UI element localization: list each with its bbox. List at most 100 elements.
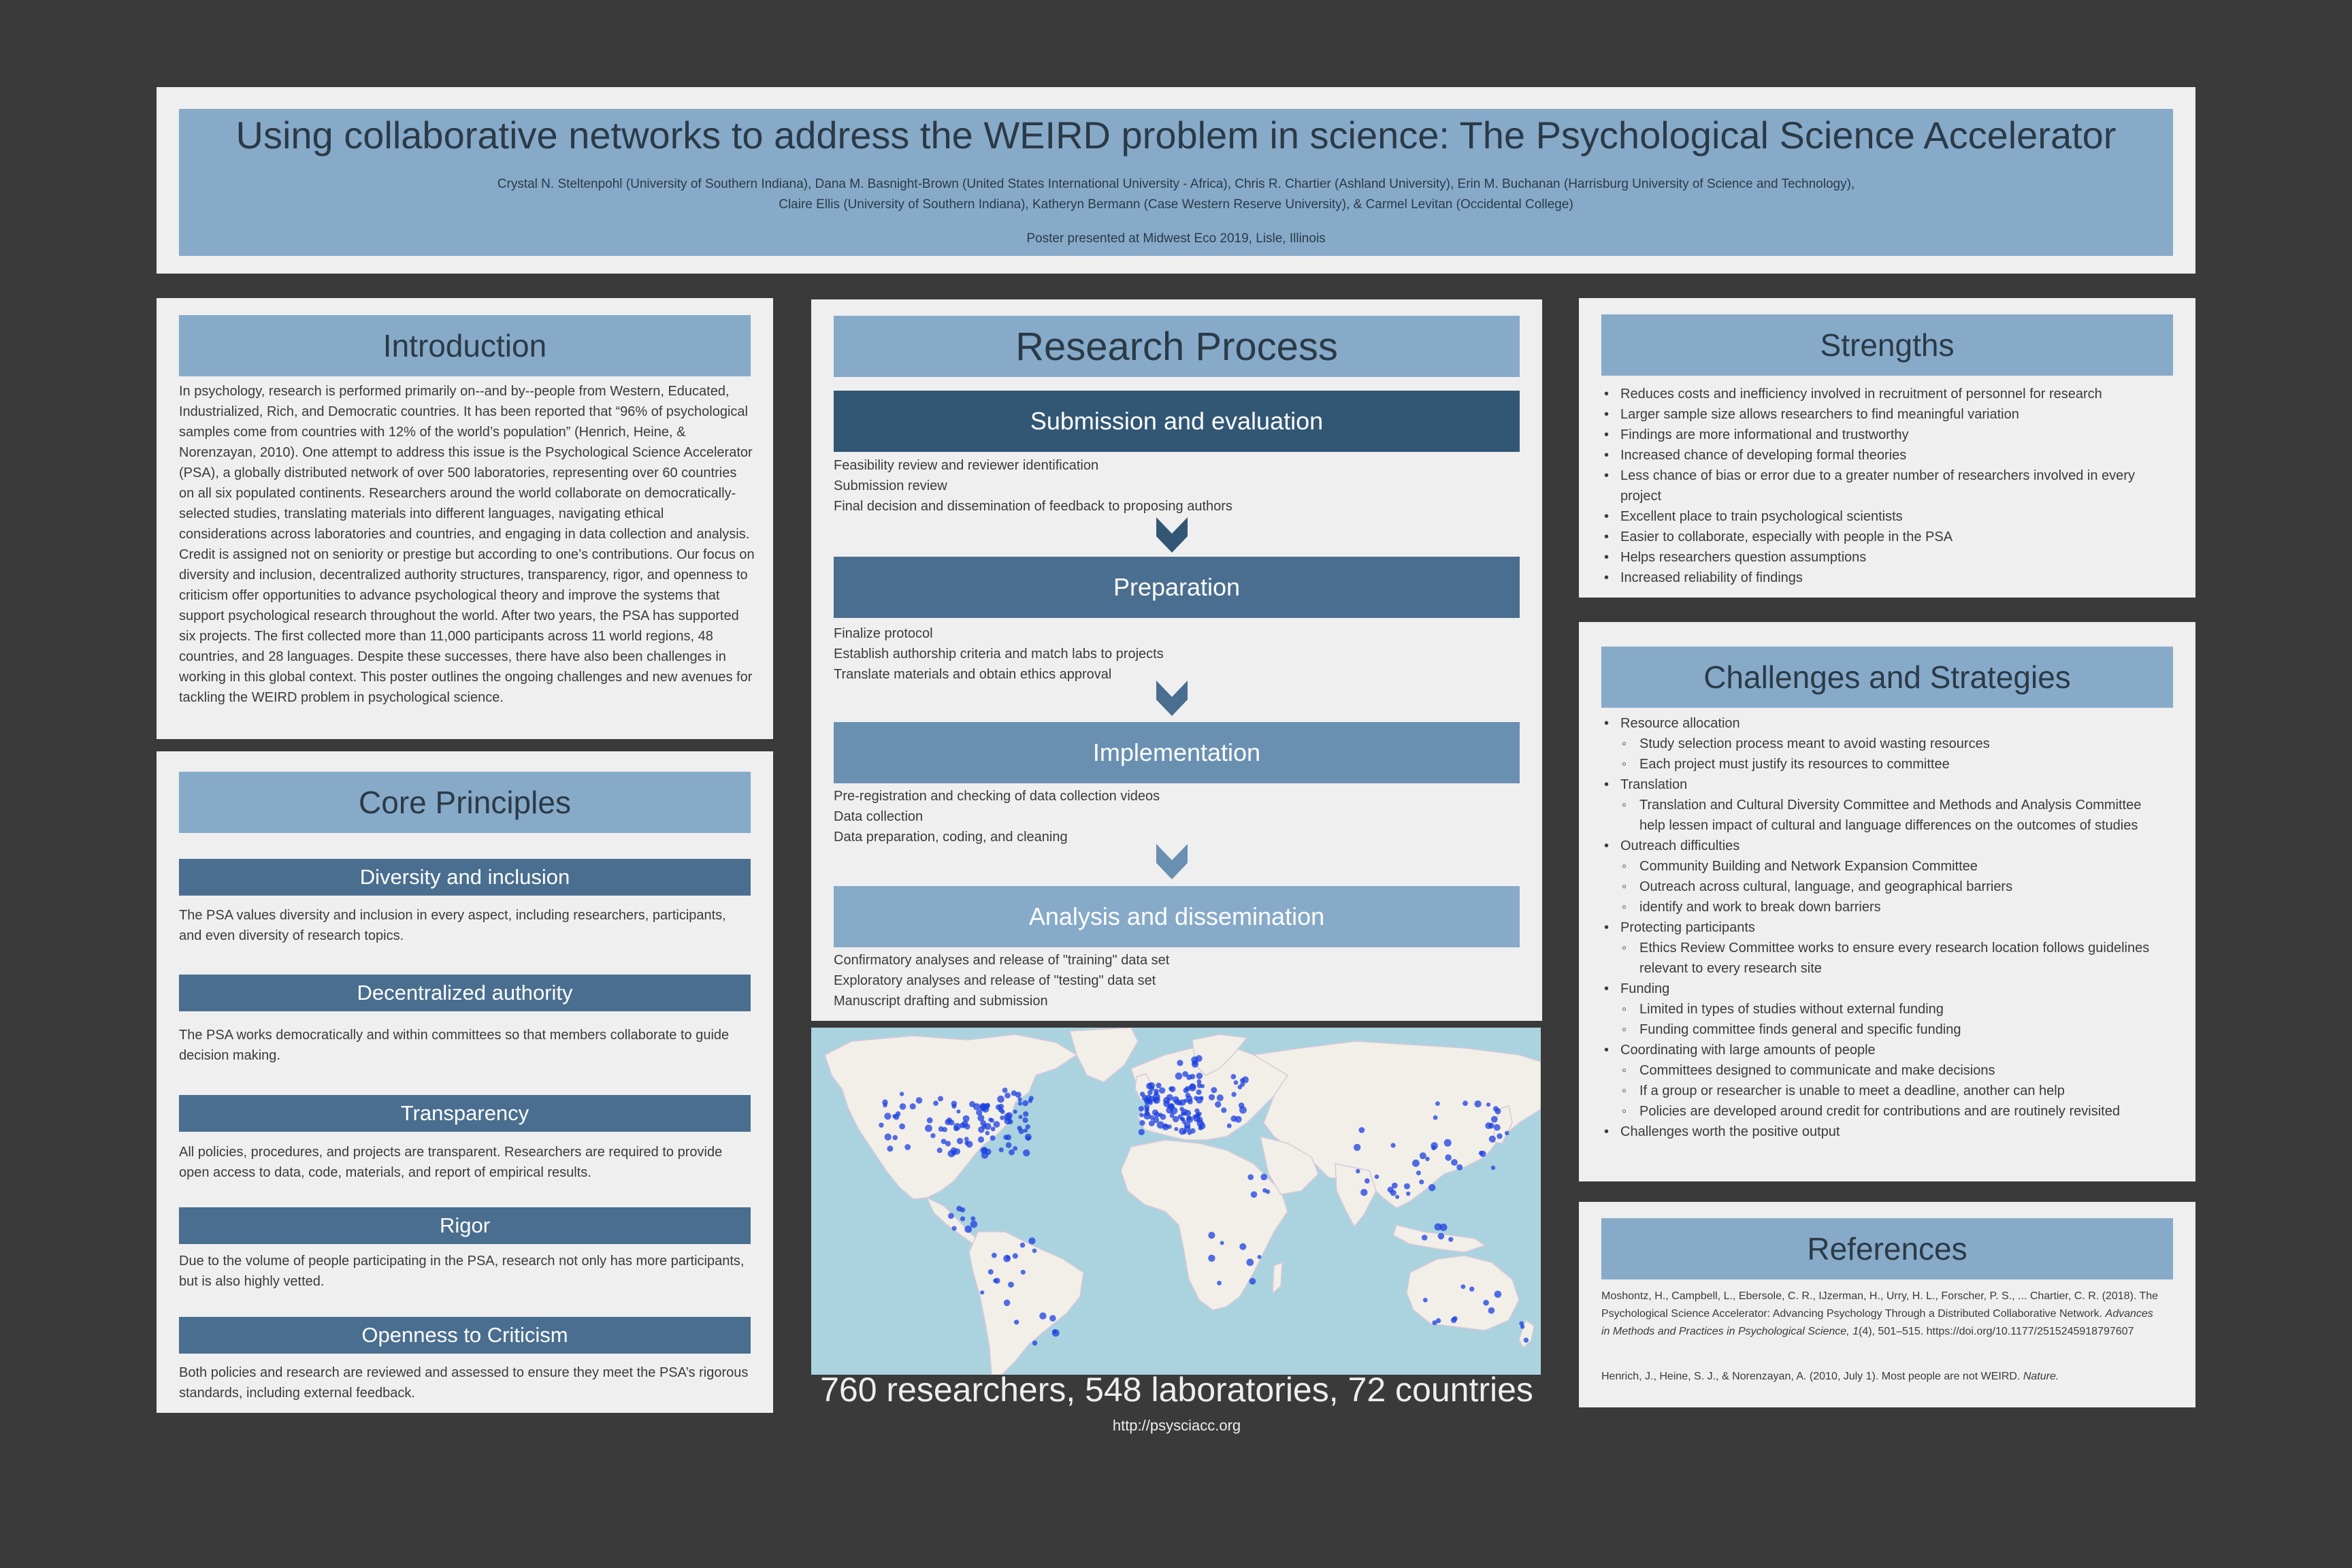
lab-location-dot (899, 1092, 904, 1096)
strength-item: Helps researchers question assumptions (1601, 547, 2177, 568)
lab-location-dot (1166, 1094, 1173, 1101)
lab-location-dot (1443, 1139, 1452, 1147)
challenge-label: Resource allocation (1620, 716, 1740, 731)
lab-location-dot (1188, 1083, 1196, 1092)
lab-location-dot (1008, 1281, 1014, 1288)
lab-location-dot (1456, 1164, 1463, 1171)
lab-location-dot (993, 1121, 1000, 1128)
lab-location-dot (993, 1278, 998, 1284)
lab-location-dot (976, 1109, 983, 1116)
lab-location-dot (1249, 1277, 1256, 1285)
lab-location-dot (1152, 1109, 1158, 1116)
lab-location-dot (1435, 1318, 1441, 1324)
lab-location-dot (991, 1252, 997, 1258)
greenland-landmass (1069, 1028, 1139, 1083)
lab-location-dot (1211, 1087, 1218, 1094)
lab-location-dot (941, 1139, 947, 1145)
lab-location-dot (1172, 1096, 1179, 1103)
stage-line: Final decision and dissemination of feed… (834, 499, 1232, 514)
strength-item: Increased reliability of findings (1601, 568, 2177, 588)
lab-location-dot (1433, 1115, 1438, 1120)
lab-location-dot (1004, 1117, 1011, 1125)
lab-location-dot (1182, 1071, 1188, 1077)
principle-diversity-text: The PSA values diversity and inclusion i… (179, 908, 726, 943)
lab-location-dot (1241, 1076, 1249, 1083)
lab-location-dot (925, 1124, 932, 1132)
lab-location-dot (1028, 1237, 1036, 1245)
africa-landmass (1120, 1139, 1288, 1311)
lab-location-dot (936, 1147, 943, 1154)
lab-location-dot (1198, 1125, 1203, 1131)
stage-line: Finalize protocol (834, 626, 933, 641)
lab-location-dot (1265, 1189, 1271, 1194)
lab-location-dot (1009, 1149, 1015, 1156)
lab-location-dot (1139, 1092, 1145, 1097)
lab-location-dot (987, 1269, 994, 1275)
stage-line: Manuscript drafting and submission (834, 994, 1048, 1009)
lab-location-dot (895, 1111, 901, 1117)
lab-location-dot (962, 1115, 970, 1122)
stage-line: Submission review (834, 478, 947, 493)
lab-location-dot (1490, 1165, 1496, 1170)
lab-location-dot (879, 1122, 884, 1128)
lab-location-dot (1022, 1117, 1028, 1124)
introduction-panel: Introduction In psychology, research is … (157, 298, 773, 739)
stage-implementation-lines: Pre-registration and checking of data co… (834, 786, 1520, 847)
lab-location-dot (1460, 1284, 1466, 1289)
lab-location-dot (1017, 1097, 1022, 1102)
lab-location-dot (1051, 1329, 1060, 1337)
lab-location-dot (942, 1127, 947, 1132)
lab-location-dot (1474, 1100, 1482, 1108)
lab-location-dot (933, 1100, 938, 1106)
challenges-heading: Challenges and Strategies (1601, 647, 2173, 708)
strategy-item: Committees designed to communicate and m… (1601, 1060, 2159, 1081)
lab-location-dot (1432, 1320, 1437, 1326)
lab-location-dot (1177, 1060, 1183, 1066)
lab-location-dot (997, 1095, 1004, 1103)
lab-location-dot (951, 1104, 957, 1109)
strategy-item: identify and work to break down barriers (1601, 897, 2159, 917)
lab-location-dot (1147, 1090, 1153, 1096)
lab-location-dot (980, 1120, 986, 1126)
lab-location-dot (1220, 1241, 1224, 1245)
lab-location-dot (1523, 1337, 1529, 1343)
principle-transparency-text: All policies, procedures, and projects a… (179, 1145, 723, 1180)
world-map-svg (824, 1028, 1541, 1375)
lab-location-dot (1138, 1106, 1145, 1112)
lab-location-dot (1015, 1092, 1022, 1098)
stage-line: Pre-registration and checking of data co… (834, 789, 1160, 804)
lab-location-dot (892, 1134, 898, 1141)
lab-location-dot (1257, 1255, 1262, 1259)
lab-location-dot (1182, 1130, 1187, 1134)
lab-location-dot (1494, 1108, 1501, 1115)
lab-location-dot (1451, 1159, 1458, 1166)
lab-location-dot (1032, 1248, 1037, 1254)
lab-location-dot (887, 1145, 894, 1152)
lab-location-dot (1505, 1130, 1509, 1136)
stage-line: Data preparation, coding, and cleaning (834, 830, 1068, 845)
lab-location-dot (953, 1148, 961, 1155)
lab-location-dot (1003, 1299, 1011, 1307)
strategy-item: Study selection process meant to avoid w… (1601, 734, 2159, 754)
strengths-panel: Strengths Reduces costs and inefficiency… (1579, 298, 2195, 598)
lab-location-dot (1148, 1120, 1155, 1127)
stage-line: Data collection (834, 809, 924, 824)
strategy-item: Community Building and Network Expansion… (1601, 856, 2159, 877)
principle-rigor-text: Due to the volume of people participatin… (179, 1254, 745, 1289)
lab-location-dot (1358, 1127, 1365, 1133)
lab-location-dot (1158, 1087, 1166, 1094)
strategy-item: Translation and Cultural Diversity Commi… (1601, 795, 2159, 836)
lab-location-dot (1049, 1315, 1056, 1322)
reference-2-journal: Nature. (2023, 1371, 2059, 1382)
lab-location-dot (1143, 1112, 1151, 1120)
strategy-item: If a group or researcher is unable to me… (1601, 1081, 2159, 1101)
lab-location-dot (1239, 1243, 1247, 1250)
lab-location-dot (949, 1120, 955, 1126)
lab-location-dot (1196, 1116, 1203, 1123)
lab-location-dot (1013, 1146, 1018, 1151)
lab-location-dot (1240, 1081, 1245, 1087)
map-url[interactable]: http://psysciacc.org (1112, 1417, 1241, 1434)
principle-decentralized-text: The PSA works democratically and within … (179, 1028, 730, 1063)
lab-location-dot (892, 1114, 897, 1119)
lab-location-dot (1226, 1123, 1232, 1128)
